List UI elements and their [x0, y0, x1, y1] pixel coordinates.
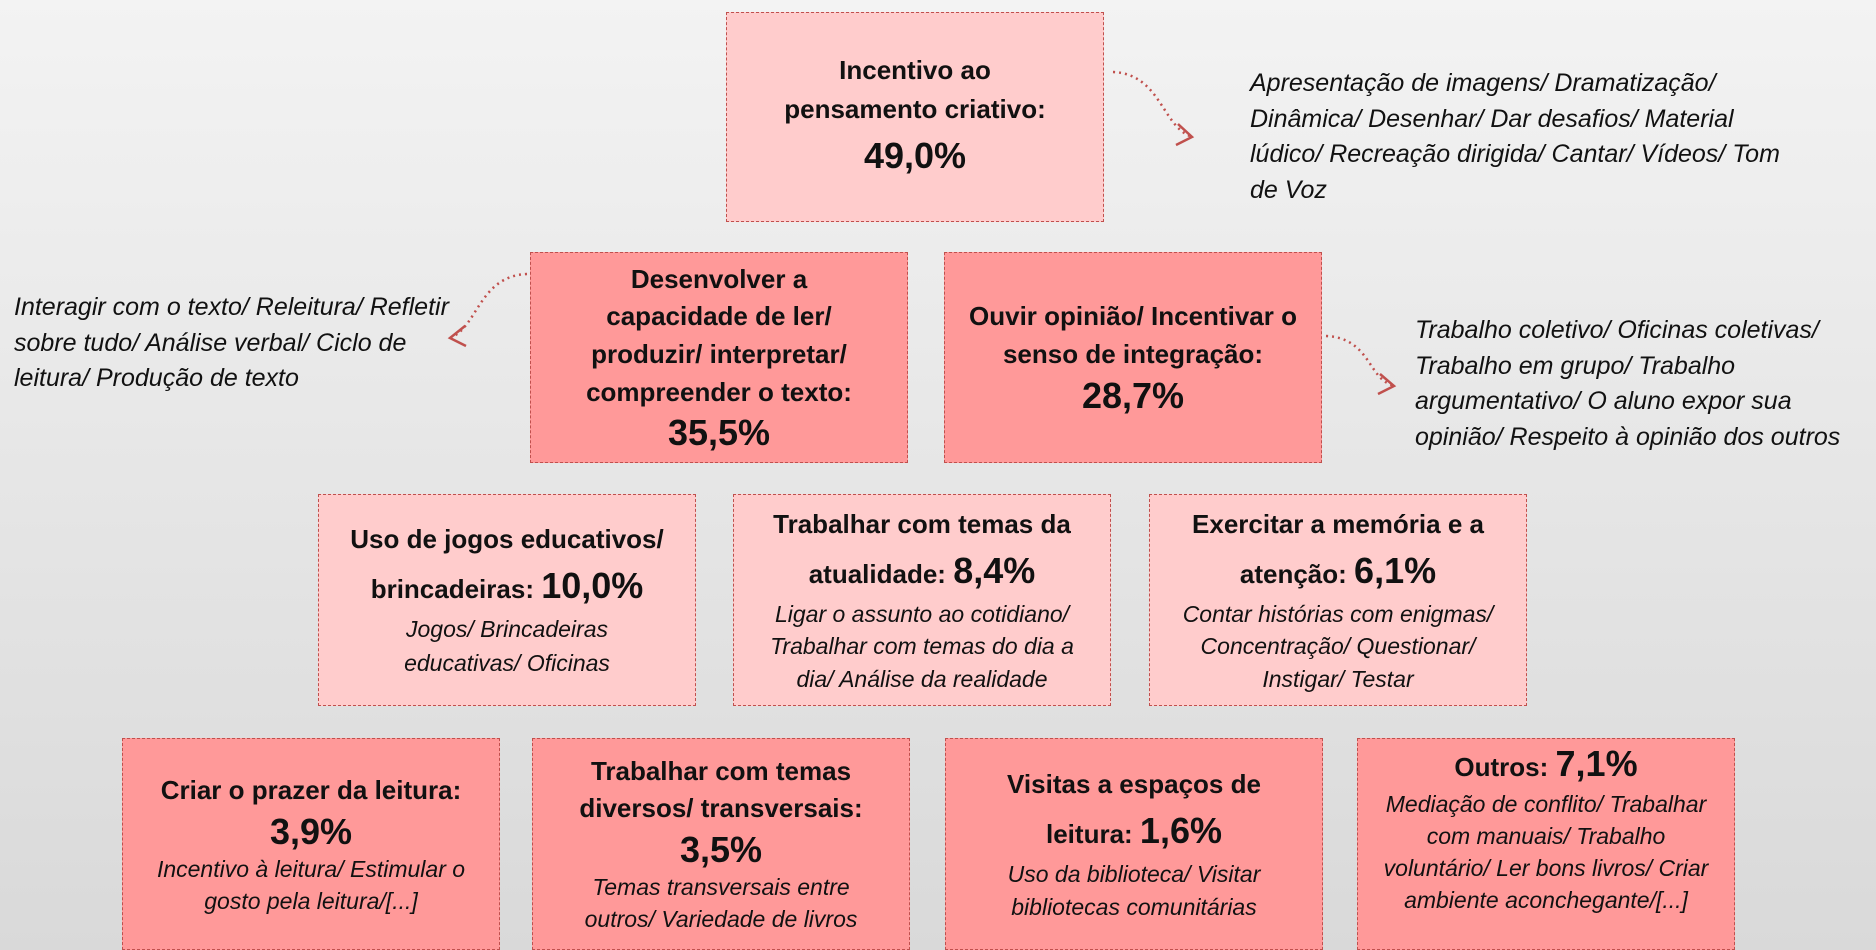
node-details: Jogos/ Brincadeiras educativas/ Oficinas: [404, 616, 610, 676]
node-title: Trabalhar com temas da atualidade:: [773, 509, 1071, 590]
node-value: 1,6%: [1139, 810, 1222, 852]
node: Visitas a espaços de leitura: 1,6% Uso d…: [945, 738, 1323, 950]
node: Desenvolver a capacidade de ler/ produzi…: [530, 252, 908, 463]
node: Trabalhar com temas da atualidade: 8,4% …: [733, 494, 1111, 706]
node-title: Criar o prazer da leitura:: [160, 774, 462, 805]
node-value: 3,9%: [269, 810, 353, 852]
arrow-group: [447, 70, 1397, 396]
side-note: Interagir com o texto/ Releitura/ Reflet…: [14, 293, 449, 392]
node-details: Uso da biblioteca/ Visitar bibliotecas c…: [1007, 861, 1261, 920]
node-details: Incentivo à leitura/ Estimular o gosto p…: [156, 855, 466, 915]
node-value: 6,1%: [1354, 550, 1437, 592]
node-title: Visitas a espaços de leitura:: [1007, 769, 1261, 850]
node-value: 28,7%: [1081, 374, 1185, 416]
node-title: Incentivo ao pensamento criativo:: [784, 55, 1046, 124]
arrow: [1112, 70, 1191, 138]
side-note: Apresentação de imagens/ Dramatização/ D…: [1250, 69, 1780, 204]
node: Incentivo ao pensamento criativo: 49,0%: [726, 12, 1104, 222]
node: Uso de jogos educativos/ brincadeiras: 1…: [318, 494, 696, 706]
node: Ouvir opinião/ Incentivar o senso de int…: [944, 252, 1322, 463]
arrow-head: [1175, 123, 1195, 147]
node-value: 8,4%: [953, 550, 1036, 592]
node-details: Temas transversais entre outros/ Varieda…: [584, 874, 858, 933]
node: Trabalhar com temas diversos/ transversa…: [532, 738, 910, 950]
node: Outros: 7,1% Mediação de conflito/ Traba…: [1357, 738, 1735, 950]
node-details: Contar histórias com enigmas/ Concentraç…: [1182, 601, 1494, 692]
node-title: Desenvolver a capacidade de ler/ produzi…: [586, 263, 852, 407]
side-note: Trabalho coletivo/ Oficinas coletivas/ T…: [1415, 316, 1841, 451]
node: Exercitar a memória e a atenção: 6,1% Co…: [1149, 494, 1527, 706]
node-value: 7,1%: [1555, 743, 1638, 784]
node-title: Uso de jogos educativos/ brincadeiras:: [350, 524, 664, 605]
arrow: [1325, 334, 1393, 387]
node-title: Outros:: [1454, 752, 1549, 782]
arrow-head: [447, 325, 467, 348]
node-details: Mediação de conflito/ Trabalhar com manu…: [1383, 790, 1709, 914]
node-value: 10,0%: [541, 565, 644, 607]
node-value: 3,5%: [679, 828, 763, 870]
node-title: Trabalhar com temas diversos/ transversa…: [579, 755, 863, 824]
arrow: [451, 272, 528, 339]
node-value: 35,5%: [667, 412, 771, 454]
node-title: Exercitar a memória e a atenção:: [1192, 509, 1484, 590]
node-value: 49,0%: [863, 135, 967, 176]
node-details: Ligar o assunto ao cotidiano/ Trabalhar …: [770, 601, 1074, 692]
arrow-head: [1377, 373, 1397, 396]
node-title: Ouvir opinião/ Incentivar o senso de int…: [969, 301, 1297, 369]
node: Criar o prazer da leitura: 3,9% Incentivo…: [122, 738, 500, 950]
